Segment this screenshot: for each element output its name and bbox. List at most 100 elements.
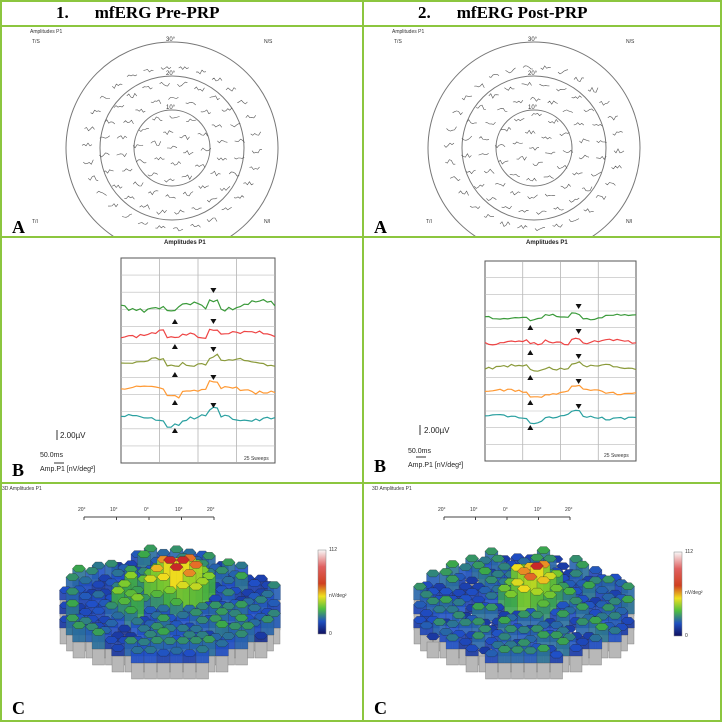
surface-cell [588,566,603,574]
surface-side [235,648,248,666]
local-waveform [512,141,523,145]
surface-cell [536,630,551,639]
voltage-scale-label: 2.00µV [424,426,450,435]
local-waveform [121,213,133,218]
p1-marker [575,329,582,334]
local-waveform [112,184,123,189]
grid-line [0,25,722,27]
local-waveform [581,186,593,192]
surface-cell [536,644,551,652]
local-waveform [539,83,550,87]
column-label: mfERG Pre-PRP [94,3,220,22]
surface-cell [150,636,164,644]
local-waveform [200,109,211,115]
surface-cell [497,632,512,641]
local-waveform [150,140,162,146]
local-waveform [488,73,500,78]
local-waveform [445,159,456,165]
local-waveform [562,109,573,113]
local-waveform [483,213,495,218]
local-waveform [177,81,188,87]
surface-side [72,641,86,659]
colorbar-unit: nV/deg² [685,590,703,596]
local-waveform [450,176,461,181]
local-waveform [150,99,162,105]
n1-marker [527,325,534,330]
local-waveform [233,195,245,199]
local-waveform [541,136,552,140]
local-waveform [225,87,237,92]
surface-cell [621,595,635,603]
surface-cell [439,628,453,636]
local-waveform [516,156,527,161]
local-waveform [568,197,580,203]
local-waveform [164,178,175,183]
surface-side [446,648,459,666]
p1-marker [210,288,217,293]
ring-10 [133,109,211,187]
local-waveform [530,96,541,102]
surface-side [254,641,268,659]
surface-cell [595,623,609,631]
ring-trace [120,353,276,368]
row-letter-b: B [12,460,25,480]
local-waveform [185,101,196,106]
ring-label-30: 30° [166,37,176,43]
local-waveform [228,171,240,177]
surface-cell [549,631,564,639]
surface-cell [536,576,551,584]
grid-line [720,0,722,722]
local-waveform [156,209,167,215]
local-waveform [517,225,528,230]
local-waveform [147,172,158,177]
local-waveform [138,128,149,132]
surface-side [131,662,144,680]
local-waveform [169,115,180,119]
row-letter-c: C [374,698,387,718]
local-waveform [532,161,543,166]
surface-side [196,662,209,680]
surface-cell [530,553,544,562]
surface-cell [137,550,151,558]
local-waveform [251,149,263,154]
grid-line [362,0,364,722]
surface-cell [65,599,80,608]
local-waveform [497,107,508,112]
surface-cell [85,567,99,575]
colorbar-min: 0 [685,633,688,639]
local-waveform [510,190,521,196]
local-waveform [250,131,261,136]
local-waveform [559,132,570,136]
local-waveform [194,164,206,168]
surface-cell [419,590,434,599]
local-waveform [483,168,495,174]
local-waveform [174,209,185,215]
local-waveform [583,208,594,213]
corner-label-ts: T/S [32,39,40,45]
p1-marker [575,354,582,359]
amp-unit-label: Amp.P1 [nV/deg²] [40,466,96,473]
surface-cell [215,639,229,648]
local-waveform [521,81,532,86]
local-waveform [536,210,547,215]
local-waveform [553,206,564,211]
surface-cell [247,579,262,587]
surface-cell [176,624,190,632]
surface-cell [234,630,249,638]
ring-30 [65,41,279,236]
n1-marker [171,344,178,349]
local-waveform [230,123,241,128]
local-waveform [611,165,622,170]
surface-cell [260,615,275,623]
local-waveform [587,86,599,93]
p1-marker [575,404,582,409]
surface-cell [202,552,216,560]
surface-cell [169,563,184,571]
local-waveform [83,159,94,165]
column-number: 1. [56,3,69,22]
local-waveform [613,148,625,154]
local-waveform [116,153,127,158]
ring-label-20: 20° [528,71,538,77]
local-waveform [197,132,208,137]
surface-side [550,662,563,680]
